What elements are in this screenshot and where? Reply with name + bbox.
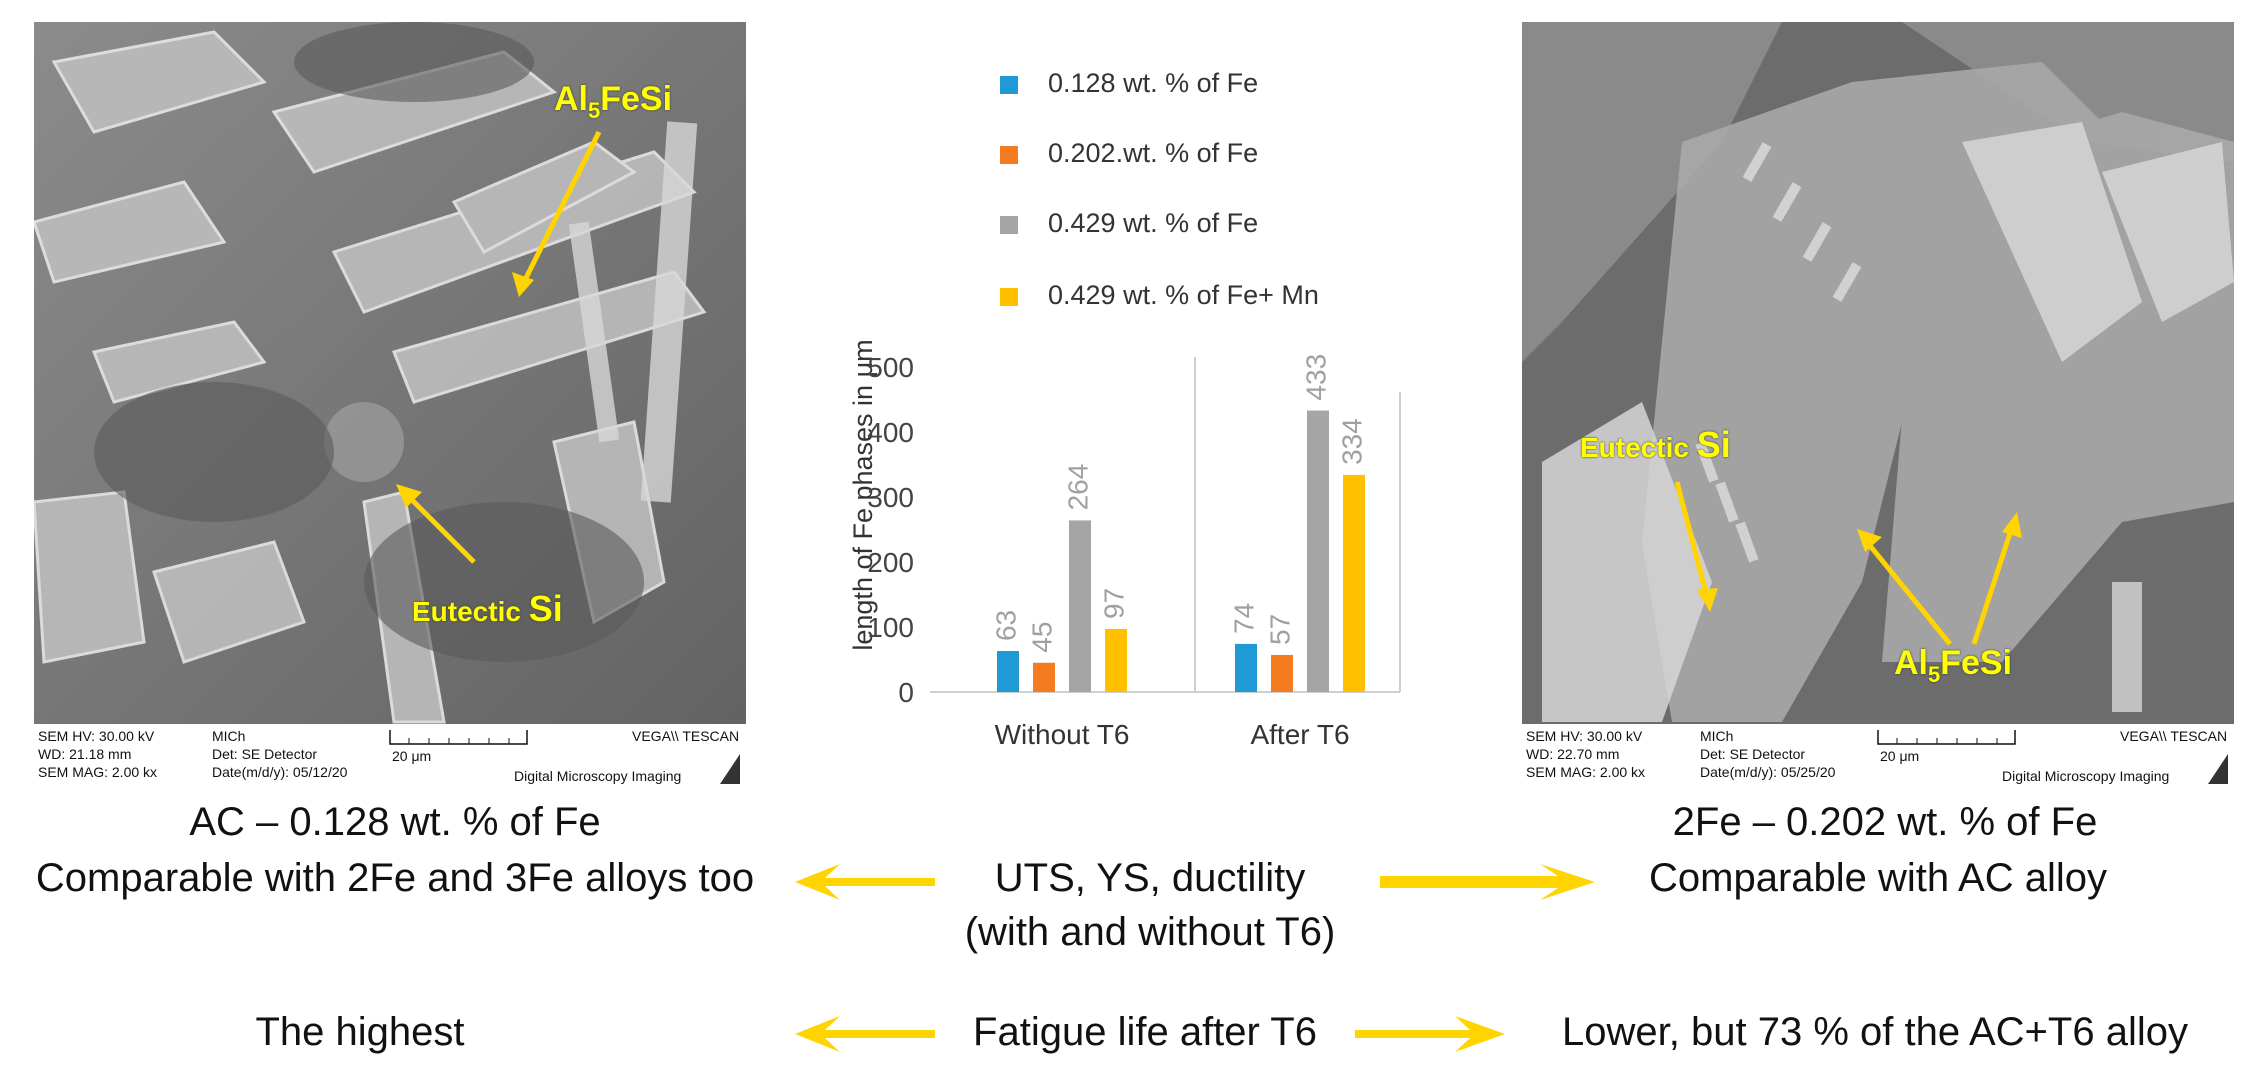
arrow-left-al5fesi: [521, 130, 602, 284]
text-center-fatigue: Fatigue life after T6: [973, 1010, 1317, 1054]
label-al5fesi-left: Al5FeSi: [554, 80, 673, 123]
footer-brand: VEGA\\ TESCAN: [632, 728, 740, 744]
text-left-comparable: Comparable with 2Fe and 3Fe alloys too: [35, 856, 755, 900]
label-al5fesi-right: Al5FeSi: [1894, 644, 2013, 687]
x-tick-label-0: Without T6: [995, 719, 1130, 750]
footer-mag: SEM MAG: 2.00 kx: [38, 764, 158, 780]
arrow-right-al5fesi-a: [1865, 540, 1952, 646]
sem-image-right: Eutectic Si Al5FeSi: [1522, 22, 2234, 724]
sem-footer-right: SEM HV: 30.00 kV WD: 22.70 mm SEM MAG: 2…: [1522, 724, 2234, 792]
legend-swatch-2: [1000, 145, 1018, 164]
text-center-props-sub: (with and without T6): [964, 910, 1336, 954]
arrow-left-2-icon: [795, 1016, 935, 1052]
footer-hv: SEM HV: 30.00 kV: [1526, 728, 1643, 744]
footer-scale: 20 μm: [392, 748, 432, 764]
legend-swatch-3: [1000, 215, 1018, 234]
y-tick-label-5: 500: [867, 352, 914, 383]
data-label-1-2: 433: [1300, 354, 1331, 401]
arrow-left-1-icon: [795, 864, 935, 900]
data-label-1-1: 57: [1264, 614, 1295, 645]
text-center-props: UTS, YS, ductility: [994, 856, 1306, 900]
footer-operator: MICh: [212, 728, 246, 744]
text-right-lower: Lower, but 73 % of the AC+T6 alloy: [1562, 1010, 2188, 1054]
footer-detector: Det: SE Detector: [212, 746, 318, 762]
footer-brand: VEGA\\ TESCAN: [2120, 728, 2228, 744]
arrow-right-1-icon: [1380, 864, 1595, 900]
bar-1-3: [1343, 474, 1365, 692]
footer-imaging: Digital Microscopy Imaging: [2002, 768, 2170, 784]
bar-1-2: [1307, 410, 1329, 692]
bar-0-3: [1105, 628, 1127, 692]
footer-date: Date(m/d/y): 05/25/20: [1700, 764, 1836, 780]
legend-item-3: 0.429 wt. % of Fe: [1000, 208, 1258, 239]
arrow-right-eutectic: [1674, 481, 1710, 598]
footer-hv: SEM HV: 30.00 kV: [38, 728, 155, 744]
data-label-1-0: 74: [1228, 603, 1259, 634]
legend-item-1: 0.128 wt. % of Fe: [1000, 68, 1258, 99]
legend-swatch-1: [1000, 75, 1018, 94]
y-axis-label: length of Fe phases in μm: [848, 339, 878, 650]
y-tick-label-4: 400: [867, 417, 914, 448]
scale-bar-icon: [1877, 730, 2016, 745]
tescan-logo-icon: [720, 754, 740, 784]
text-left-highest: The highest: [255, 1010, 465, 1054]
text-right-comparable: Comparable with AC alloy: [1649, 856, 2107, 900]
footer-wd: WD: 21.18 mm: [38, 746, 132, 762]
sem-micrograph-left: [34, 22, 746, 724]
bar-0-1: [1033, 662, 1055, 692]
sem-image-left: Al5FeSi Eutectic Si: [34, 22, 746, 724]
chart-plot: length of Fe phases in μm 0 100 200 300 400 5…: [848, 339, 1401, 750]
arrow-right-2-icon: [1355, 1016, 1505, 1052]
bar-0-2: [1069, 520, 1091, 692]
y-tick-label-2: 200: [867, 547, 914, 578]
bar-1-0: [1235, 643, 1257, 692]
arrow-left-eutectic: [407, 495, 476, 564]
arrow-right-al5fesi-b: [1971, 526, 2015, 645]
x-tick-label-1: After T6: [1250, 719, 1349, 750]
legend-item-4: 0.429 wt. % of Fe+ Mn: [1000, 280, 1319, 311]
y-tick-label-1: 100: [867, 612, 914, 643]
footer-scale: 20 μm: [1880, 748, 1920, 764]
data-label-1-3: 334: [1336, 418, 1367, 465]
footer-date: Date(m/d/y): 05/12/20: [212, 764, 348, 780]
sem-footer-left: SEM HV: 30.00 kV WD: 21.18 mm SEM MAG: 2…: [34, 724, 746, 792]
data-label-0-3: 97: [1098, 588, 1129, 619]
bar-chart: 0.128 wt. % of Fe 0.202.wt. % of Fe 0.42…: [830, 40, 1430, 780]
footer-wd: WD: 22.70 mm: [1526, 746, 1620, 762]
y-tick-label-0: 0: [898, 677, 914, 708]
caption-right: 2Fe – 0.202 wt. % of Fe: [1672, 800, 2098, 844]
sem-micrograph-right: [1522, 22, 2234, 724]
label-eutectic-left: Eutectic Si: [412, 588, 563, 629]
caption-left: AC – 0.128 wt. % of Fe: [189, 800, 601, 844]
footer-imaging: Digital Microscopy Imaging: [514, 768, 682, 784]
scale-bar-icon: [389, 730, 528, 745]
tescan-logo-icon: [2208, 754, 2228, 784]
footer-operator: MICh: [1700, 728, 1734, 744]
footer-mag: SEM MAG: 2.00 kx: [1526, 764, 1646, 780]
data-label-0-0: 63: [990, 610, 1021, 641]
bar-0-0: [997, 651, 1019, 692]
bar-1-1: [1271, 654, 1293, 692]
data-label-0-2: 264: [1062, 464, 1093, 511]
legend-item-2: 0.202.wt. % of Fe: [1000, 138, 1258, 169]
data-label-0-1: 45: [1026, 622, 1057, 653]
y-tick-label-3: 300: [867, 482, 914, 513]
label-eutectic-right: Eutectic Si: [1580, 424, 1731, 465]
legend-swatch-4: [1000, 287, 1018, 306]
footer-detector: Det: SE Detector: [1700, 746, 1806, 762]
